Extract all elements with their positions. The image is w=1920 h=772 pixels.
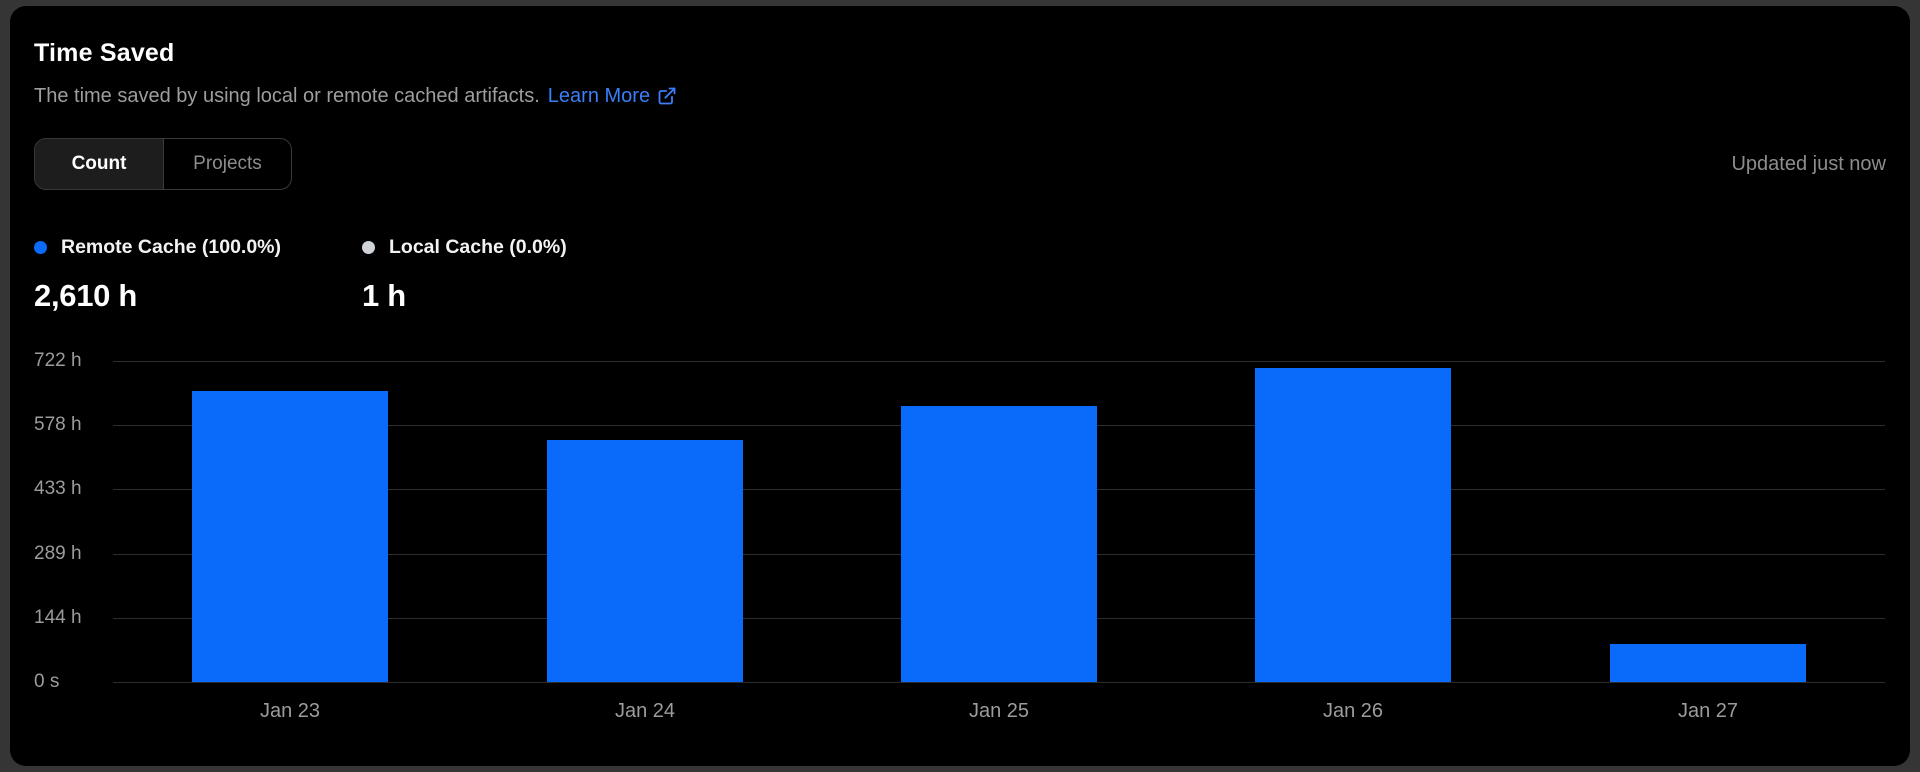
- card-title: Time Saved: [34, 39, 175, 67]
- local-cache-value: 1 h: [362, 278, 406, 313]
- card-subtitle-text: The time saved by using local or remote …: [34, 85, 540, 107]
- bar-remote-cache-jan-25[interactable]: [901, 406, 1097, 682]
- controls-row: Count Projects Updated just now: [34, 138, 1886, 190]
- updated-status: Updated just now: [1731, 152, 1886, 175]
- gridline: [113, 361, 1885, 362]
- gridline: [113, 682, 1885, 683]
- x-axis-tick-label: Jan 26: [1322, 700, 1384, 722]
- legend-item-local-cache: Local Cache (0.0%) 1 h: [362, 234, 690, 314]
- chart-legend: Remote Cache (100.0%) 2,610 h Local Cach…: [34, 234, 690, 314]
- bar-remote-cache-jan-24[interactable]: [547, 440, 743, 682]
- x-axis-tick-label: Jan 27: [1677, 700, 1739, 722]
- y-axis-tick-label: 578 h: [34, 414, 82, 435]
- y-axis-tick-label: 722 h: [34, 350, 82, 371]
- learn-more-link[interactable]: Learn More: [548, 82, 677, 110]
- x-axis-tick-label: Jan 24: [614, 700, 676, 722]
- bar-remote-cache-jan-27[interactable]: [1610, 644, 1806, 682]
- toggle-projects-button[interactable]: Projects: [163, 139, 291, 189]
- external-link-icon: [657, 86, 677, 106]
- y-axis-tick-label: 289 h: [34, 543, 82, 564]
- remote-cache-value: 2,610 h: [34, 278, 138, 313]
- bar-remote-cache-jan-23[interactable]: [192, 391, 388, 682]
- x-axis-tick-label: Jan 23: [259, 700, 321, 722]
- learn-more-label: Learn More: [547, 85, 651, 107]
- toggle-count-button[interactable]: Count: [35, 139, 163, 189]
- y-axis-tick-label: 144 h: [34, 607, 82, 628]
- time-saved-bar-chart: 0 s 144 h 289 h 433 h 578 h 722 h Jan 23 Jan 24…: [34, 336, 1885, 736]
- y-axis-tick-label: 433 h: [34, 478, 82, 499]
- remote-cache-dot-icon: [34, 240, 47, 254]
- view-mode-toggle: Count Projects: [34, 138, 292, 190]
- local-cache-dot-icon: [362, 240, 375, 254]
- legend-item-remote-cache: Remote Cache (100.0%) 2,610 h: [34, 234, 362, 314]
- time-saved-card: Time Saved The time saved by using local…: [10, 6, 1910, 766]
- bar-remote-cache-jan-26[interactable]: [1255, 368, 1451, 682]
- y-axis-tick-label: 0 s: [34, 671, 60, 692]
- x-axis-tick-label: Jan 25: [968, 700, 1030, 722]
- card-subtitle: The time saved by using local or remote …: [34, 82, 677, 110]
- local-cache-label: Local Cache (0.0%): [389, 235, 567, 258]
- remote-cache-label: Remote Cache (100.0%): [61, 235, 282, 258]
